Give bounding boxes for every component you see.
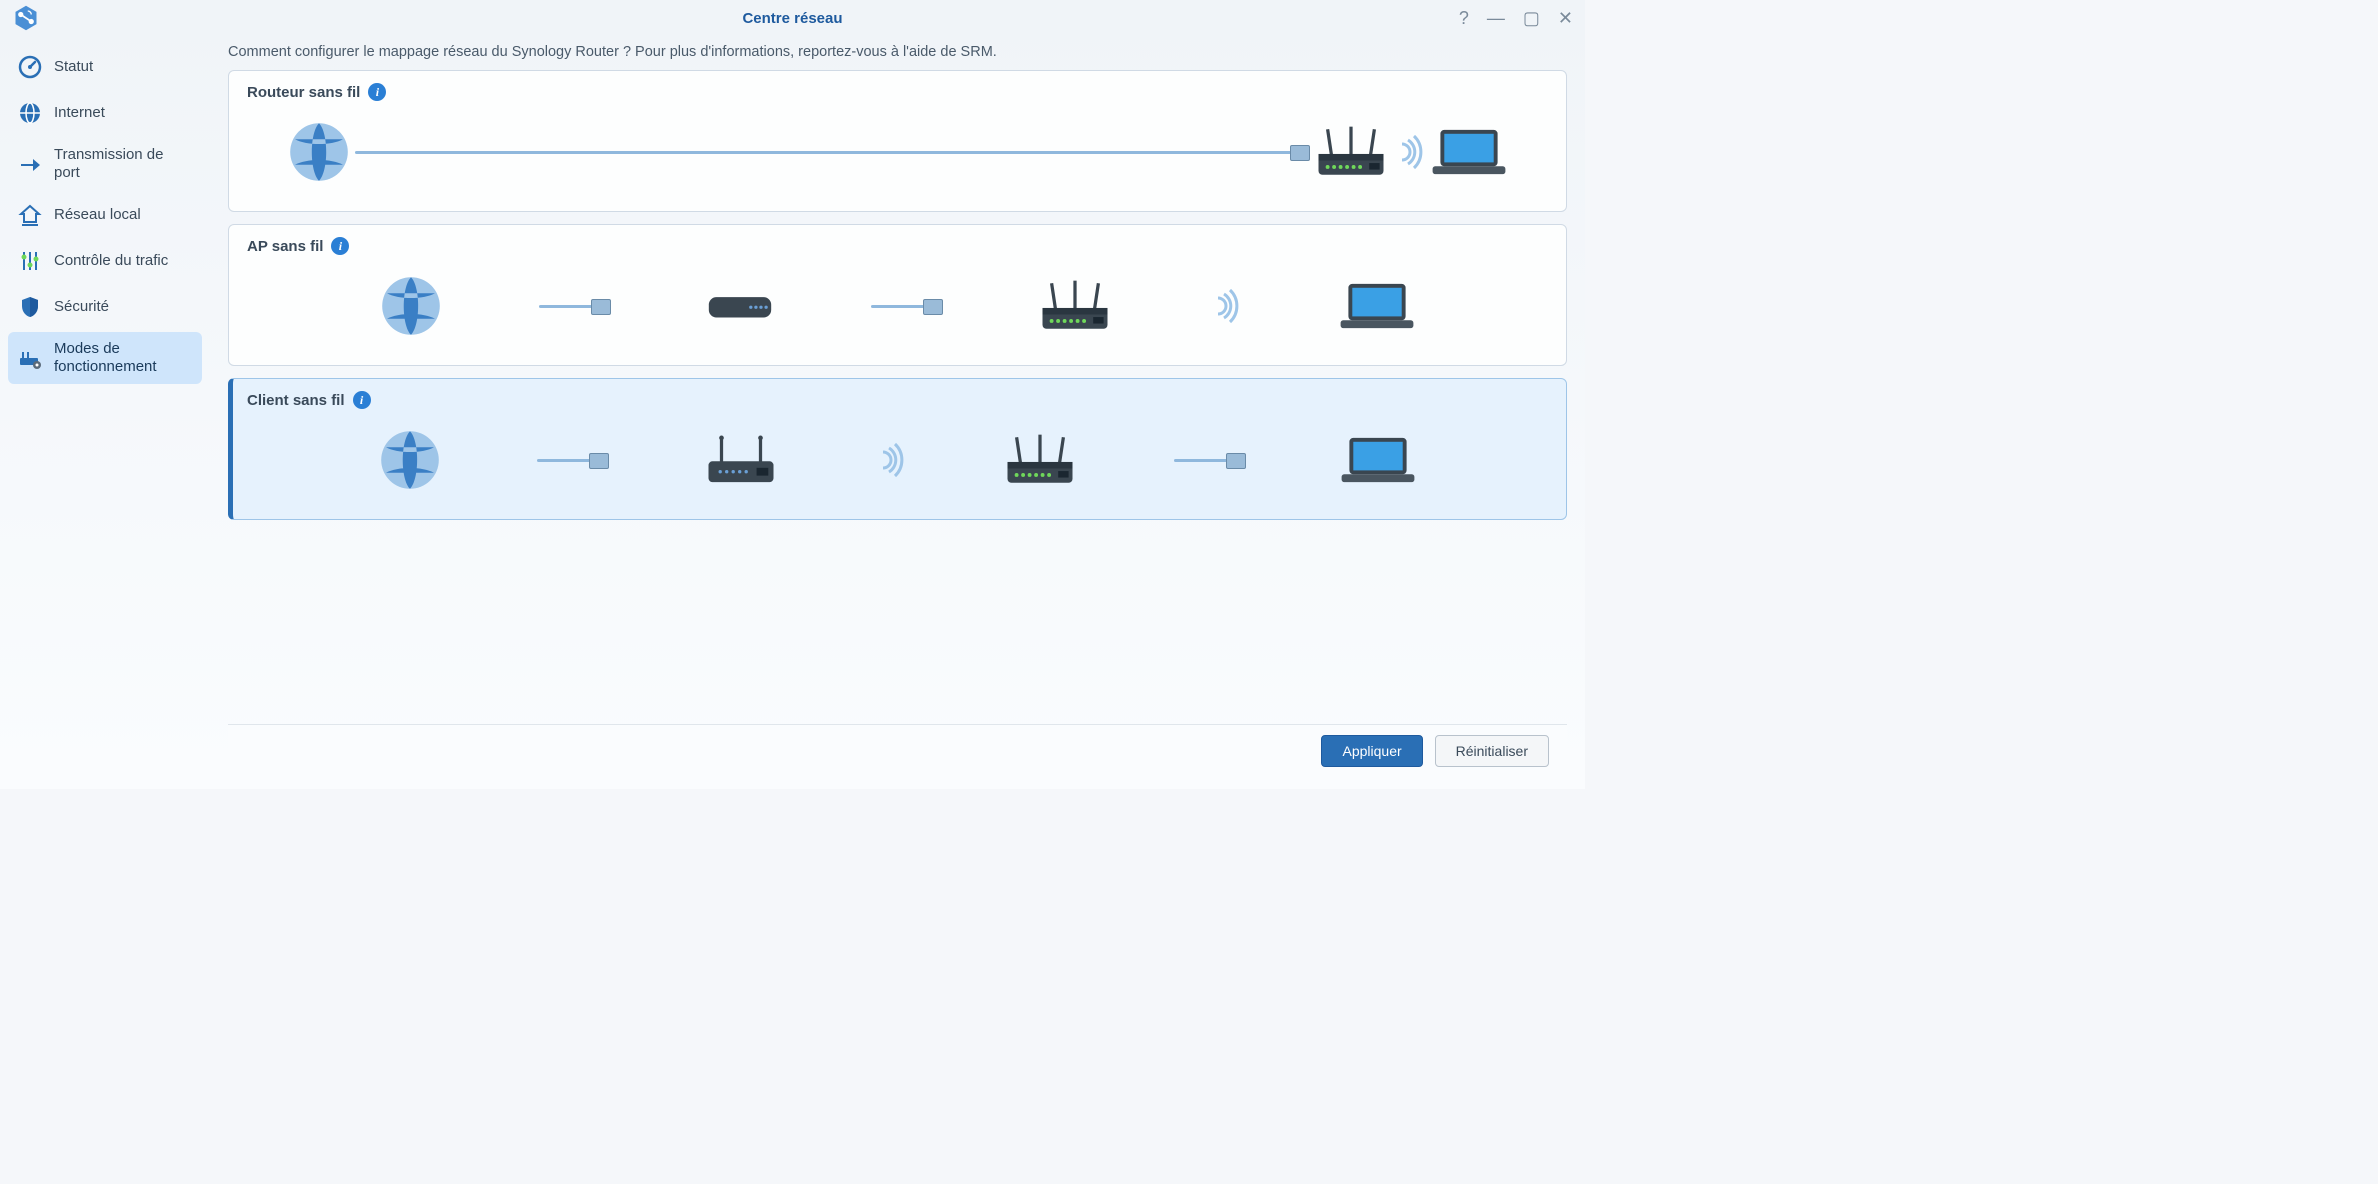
close-icon[interactable]: ✕ — [1558, 9, 1573, 27]
info-icon[interactable]: i — [353, 391, 371, 409]
sidebar-item-internet[interactable]: Internet — [8, 92, 202, 134]
modem-icon — [705, 289, 775, 323]
router-icon — [1036, 276, 1114, 336]
mode-cards: Routeur sans fil i — [228, 70, 1567, 724]
sidebar-item-security[interactable]: Sécurité — [8, 286, 202, 328]
sidebar-item-traffic[interactable]: Contrôle du trafic — [8, 240, 202, 282]
minimize-icon[interactable]: — — [1487, 9, 1505, 27]
window: Centre réseau ? — ▢ ✕ Statut Internet — [0, 0, 1585, 789]
wifi-icon — [871, 440, 911, 480]
cable-icon — [871, 305, 941, 308]
card-title: AP sans fil i — [247, 237, 1548, 255]
content-area: Comment configurer le mappage réseau du … — [210, 36, 1585, 789]
sidebar-item-label: Transmission de port — [54, 146, 192, 182]
info-icon[interactable]: i — [368, 83, 386, 101]
cable-icon — [1174, 459, 1244, 462]
cable-icon — [539, 305, 609, 308]
titlebar: Centre réseau ? — ▢ ✕ — [0, 0, 1585, 36]
sidebar-item-label: Réseau local — [54, 206, 141, 224]
mode-card-wireless-ap[interactable]: AP sans fil i — [228, 224, 1567, 366]
laptop-icon — [1338, 278, 1416, 334]
cable-icon — [355, 151, 1308, 154]
help-text: Comment configurer le mappage réseau du … — [228, 44, 1567, 60]
window-controls: ? — ▢ ✕ — [1459, 9, 1573, 27]
router-gear-icon — [18, 346, 42, 370]
sidebar-item-operation-modes[interactable]: Modes de fonctionnement — [8, 332, 202, 384]
card-title-text: Client sans fil — [247, 392, 345, 409]
body: Statut Internet Transmission de port Rés… — [0, 36, 1585, 789]
card-title-text: AP sans fil — [247, 238, 323, 255]
card-title: Routeur sans fil i — [247, 83, 1548, 101]
sidebar-item-port-forwarding[interactable]: Transmission de port — [8, 138, 202, 190]
apply-button[interactable]: Appliquer — [1321, 735, 1422, 767]
wifi-icon — [1206, 286, 1246, 326]
mode-card-wireless-client[interactable]: Client sans fil i — [228, 378, 1567, 520]
info-icon[interactable]: i — [331, 237, 349, 255]
mode-card-wireless-router[interactable]: Routeur sans fil i — [228, 70, 1567, 212]
help-icon[interactable]: ? — [1459, 9, 1469, 27]
laptop-icon — [1430, 124, 1508, 180]
internet-globe-icon — [287, 120, 351, 184]
router-icon — [1312, 122, 1390, 182]
laptop-icon — [1339, 432, 1417, 488]
router-icon — [1001, 430, 1079, 490]
footer: Appliquer Réinitialiser — [228, 724, 1567, 777]
home-network-icon — [18, 203, 42, 227]
topology-diagram — [247, 107, 1548, 197]
reset-button[interactable]: Réinitialiser — [1435, 735, 1549, 767]
internet-globe-icon — [378, 428, 442, 492]
topology-diagram — [247, 415, 1548, 505]
sidebar-item-status[interactable]: Statut — [8, 46, 202, 88]
shield-icon — [18, 295, 42, 319]
app-icon — [12, 4, 40, 32]
sidebar-item-label: Modes de fonctionnement — [54, 340, 192, 376]
gauge-icon — [18, 55, 42, 79]
sidebar: Statut Internet Transmission de port Rés… — [0, 36, 210, 789]
card-title-text: Routeur sans fil — [247, 84, 360, 101]
sliders-icon — [18, 249, 42, 273]
upstream-router-icon — [702, 432, 780, 488]
card-title: Client sans fil i — [247, 391, 1548, 409]
sidebar-item-label: Contrôle du trafic — [54, 252, 168, 270]
window-title: Centre réseau — [742, 10, 842, 27]
sidebar-item-label: Statut — [54, 58, 93, 76]
maximize-icon[interactable]: ▢ — [1523, 9, 1540, 27]
sidebar-item-lan[interactable]: Réseau local — [8, 194, 202, 236]
globe-icon — [18, 101, 42, 125]
forward-icon — [18, 152, 42, 176]
cable-icon — [537, 459, 607, 462]
sidebar-item-label: Sécurité — [54, 298, 109, 316]
topology-diagram — [247, 261, 1548, 351]
wifi-icon — [1390, 132, 1430, 172]
internet-globe-icon — [379, 274, 443, 338]
sidebar-item-label: Internet — [54, 104, 105, 122]
